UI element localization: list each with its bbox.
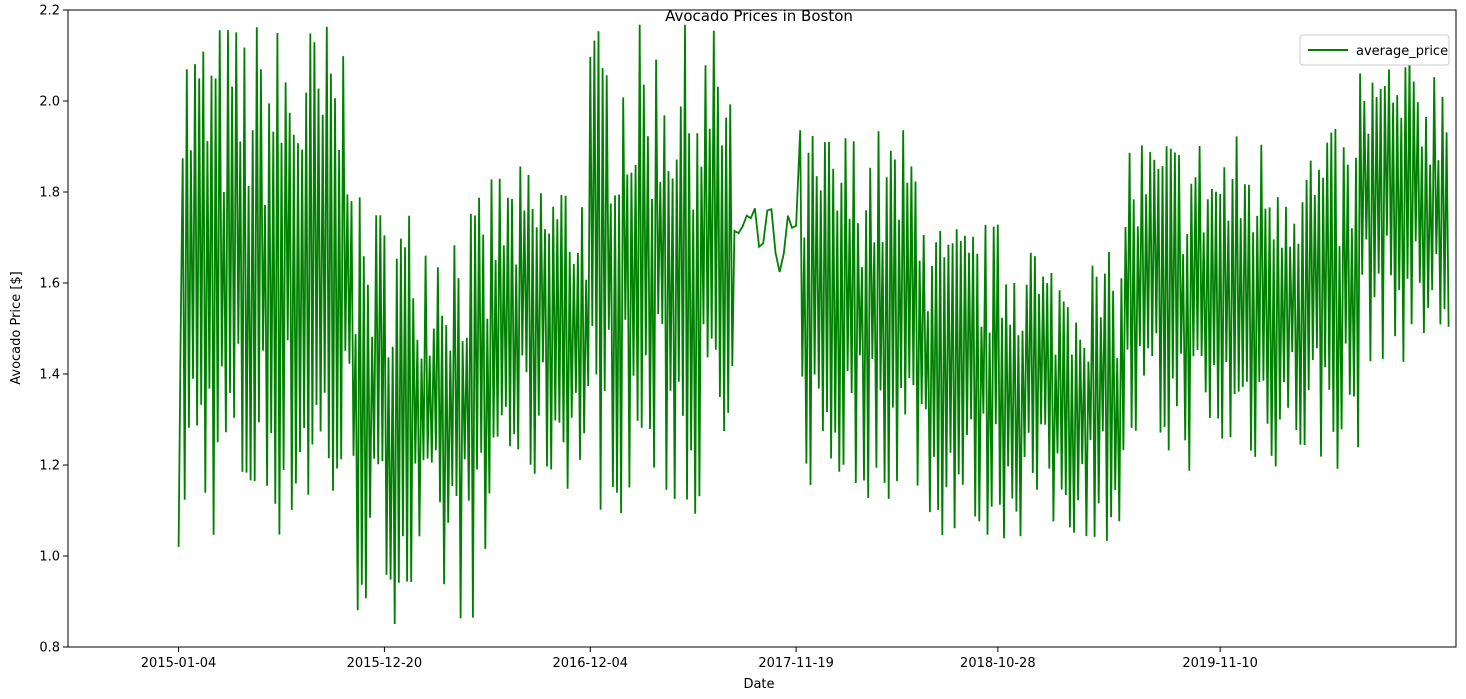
x-tick-label: 2016-12-04 [552,656,628,671]
y-tick-label: 1.4 [39,368,60,383]
y-tick-label: 2.2 [39,4,60,19]
y-tick-label: 1.2 [39,459,60,474]
y-tick-label: 2.0 [39,95,60,110]
y-tick-label: 1.8 [39,186,60,201]
x-tick-label: 2015-12-20 [347,656,423,671]
legend: average_price [1299,34,1450,66]
chart-title: Avocado Prices in Boston [665,7,853,25]
x-tick-label: 2019-11-10 [1182,656,1258,671]
y-tick-label: 1.6 [39,277,60,292]
y-tick-label: 0.8 [39,641,60,656]
x-tick-label: 2017-11-19 [758,656,834,671]
plot-frame [67,9,1457,648]
y-tick-label: 1.0 [39,550,60,565]
y-axis: 0.8 1.0 1.2 1.4 1.6 1.8 2.0 2.2 [39,4,68,656]
y-axis-title: Avocado Price [$] [9,271,24,385]
series-line-average-price [177,24,1450,625]
x-axis: 2015-01-04 2015-12-20 2016-12-04 2017-11-19… [141,647,1258,671]
series-layer [177,24,1450,625]
legend-box [1299,34,1450,66]
x-tick-label: 2015-01-04 [141,656,217,671]
legend-label: average_price [1356,44,1448,59]
x-tick-label: 2018-10-28 [960,656,1036,671]
x-axis-title: Date [743,677,774,692]
